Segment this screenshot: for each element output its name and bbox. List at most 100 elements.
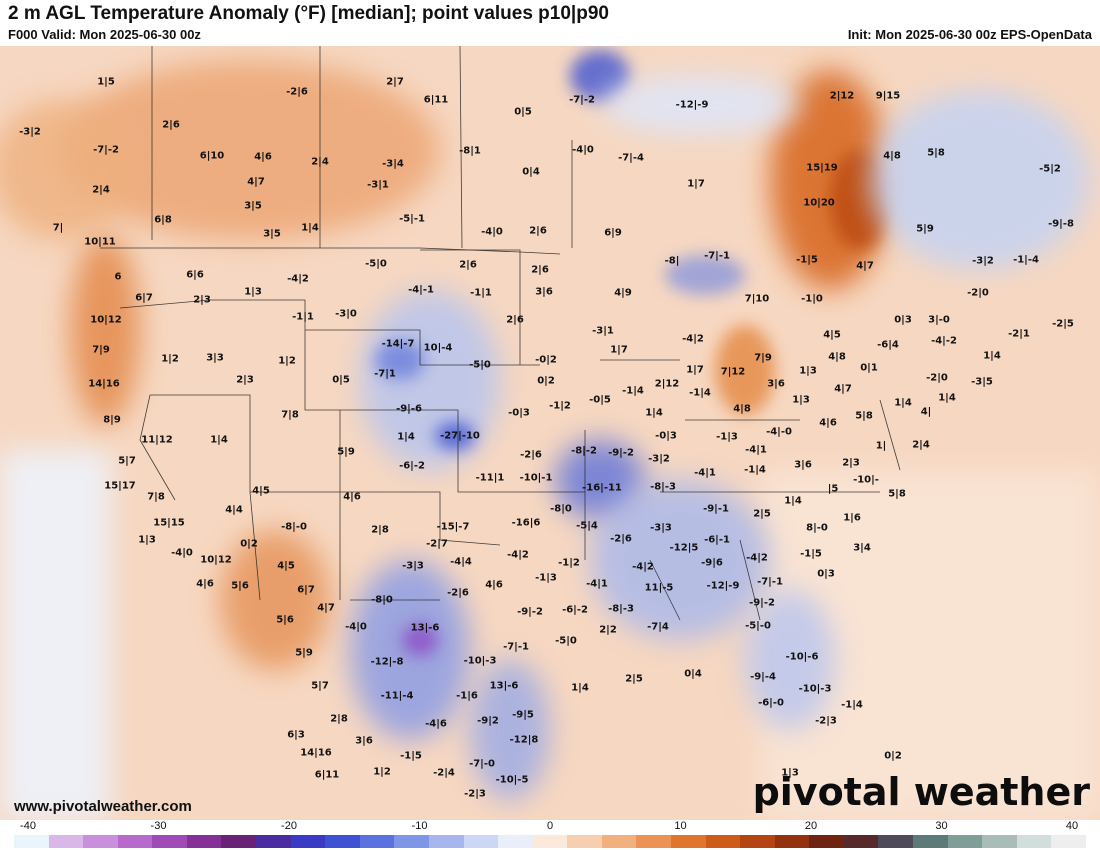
point-value-label: -7|-0 xyxy=(469,758,495,770)
point-value-label: -16|-11 xyxy=(582,482,622,494)
point-value-label: -3|1 xyxy=(592,325,614,337)
point-value-label: -4|2 xyxy=(287,273,309,285)
point-value-label: 2|12 xyxy=(654,378,680,390)
point-value-label: 7|9 xyxy=(92,344,110,356)
point-value-label: -8|-2 xyxy=(571,445,597,457)
colorbar-swatch xyxy=(290,835,326,848)
colorbar-swatch xyxy=(117,835,153,848)
colorbar-swatch xyxy=(1051,835,1086,848)
point-value-label: -5|-0 xyxy=(745,620,771,632)
point-value-label: -12|-8 xyxy=(370,656,404,668)
point-value-label: 10|11 xyxy=(84,236,116,248)
anomaly-map[interactable]: 1|5 2|7 6|11 -2|6 -7|-2 -12|-9 2|12 9|15 -3|2 2|6… xyxy=(0,46,1100,820)
point-value-label: -3|3 xyxy=(650,522,672,534)
website-label[interactable]: www.pivotalweather.com xyxy=(14,798,192,815)
colorbar-swatch xyxy=(601,835,637,848)
point-value-label: 3|6 xyxy=(535,286,553,298)
point-value-label: 2|6 xyxy=(459,259,477,271)
point-value-label: -9|-8 xyxy=(1048,218,1074,230)
colorbar-swatch xyxy=(221,835,257,848)
point-value-label: 1|4 xyxy=(571,682,589,694)
point-value-label: -2|0 xyxy=(926,372,948,384)
point-value-label: 4|7 xyxy=(317,602,335,614)
point-value-label: 0|2 xyxy=(537,375,555,387)
point-value-label: 1|4 xyxy=(983,350,1001,362)
point-value-label: 10|12 xyxy=(90,314,122,326)
point-value-label: -5|0 xyxy=(555,635,577,647)
point-value-label: -2|6 xyxy=(520,449,542,461)
colorbar-tick-label: 20 xyxy=(804,820,818,832)
point-value-label: 5|8 xyxy=(888,488,906,500)
point-value-label: 3|6 xyxy=(767,378,785,390)
colorbar-swatch xyxy=(774,835,810,848)
point-value-label: -9|-6 xyxy=(396,403,422,415)
point-value-label: 10|12 xyxy=(200,554,232,566)
point-value-label: -1|-4 xyxy=(1013,254,1039,266)
colorbar-swatch xyxy=(14,835,49,848)
colorbar-swatch xyxy=(532,835,568,848)
point-value-label: 4|5 xyxy=(823,329,841,341)
point-value-label: -0|3 xyxy=(508,407,530,419)
point-value-label: 1|6 xyxy=(843,512,861,524)
point-value-label: 4| xyxy=(920,406,932,418)
point-value-label: 1|2 xyxy=(373,766,391,778)
point-value-label: -8|-3 xyxy=(608,603,634,615)
point-value-label: -4|1 xyxy=(694,467,716,479)
point-value-label: -4|-1 xyxy=(408,284,434,296)
point-value-label: -2|7 xyxy=(426,538,448,550)
point-value-label: -1|3 xyxy=(716,431,738,443)
point-value-label: 1|4 xyxy=(397,431,415,443)
point-value-label: -0|2 xyxy=(535,354,557,366)
point-value-label: 5|6 xyxy=(231,580,249,592)
point-value-label: 2|4 xyxy=(311,156,329,168)
point-value-label: -6|4 xyxy=(877,339,899,351)
point-value-label: 10|-4 xyxy=(423,342,453,354)
point-value-label: 10|20 xyxy=(803,197,835,209)
point-value-label: -4|0 xyxy=(481,226,503,238)
map-background xyxy=(0,46,1100,820)
point-value-label: -2|6 xyxy=(610,533,632,545)
point-value-label: 6|9 xyxy=(604,227,622,239)
point-value-label: -8|1 xyxy=(459,145,481,157)
colorbar-tick-label: -30 xyxy=(150,820,167,832)
point-value-label: 6 xyxy=(114,271,122,283)
point-value-label: -1|4 xyxy=(841,699,863,711)
colorbar-swatch xyxy=(463,835,499,848)
point-value-label: -9|2 xyxy=(477,715,499,727)
point-value-label: 11|12 xyxy=(141,434,173,446)
point-value-label: 2|6 xyxy=(529,225,547,237)
point-value-label: 13|-6 xyxy=(410,622,440,634)
point-value-label: 2|2 xyxy=(599,624,617,636)
point-value-label: -5|0 xyxy=(469,359,491,371)
point-value-label: 3|6 xyxy=(355,735,373,747)
point-value-label: -10|-6 xyxy=(785,651,819,663)
colorbar-swatch xyxy=(83,835,118,848)
point-value-label: 4|7 xyxy=(834,383,852,395)
point-value-label: -1|1 xyxy=(470,287,492,299)
point-value-label: 5|8 xyxy=(927,147,945,159)
point-value-label: 4|6 xyxy=(196,578,214,590)
point-value-label: -3|2 xyxy=(648,453,670,465)
point-value-label: -3|3 xyxy=(402,560,424,572)
point-value-label: -1|5 xyxy=(796,254,818,266)
point-value-label: -4|2 xyxy=(682,333,704,345)
point-value-label: -9|-1 xyxy=(703,503,729,515)
point-value-label: -0|3 xyxy=(655,430,677,442)
point-value-label: -4|0 xyxy=(345,621,367,633)
point-value-label: -5|4 xyxy=(576,520,598,532)
point-value-label: 1|3 xyxy=(138,534,156,546)
point-value-label: 2|8 xyxy=(371,524,389,536)
point-value-label: 4|6 xyxy=(819,417,837,429)
point-value-label: -7|-4 xyxy=(618,152,644,164)
point-value-label: 1|5 xyxy=(97,76,115,88)
colorbar: -40 -30 -20 -10 0 10 20 30 40 xyxy=(0,820,1100,850)
point-value-label: 4|6 xyxy=(343,491,361,503)
point-value-label: -5|2 xyxy=(1039,163,1061,175)
point-value-label: 3|5 xyxy=(263,228,281,240)
colorbar-swatch xyxy=(186,835,222,848)
colorbar-swatch xyxy=(325,835,360,848)
point-value-label: 3|4 xyxy=(853,542,871,554)
point-value-label: 4|5 xyxy=(277,560,295,572)
point-value-label: 4|8 xyxy=(883,150,901,162)
point-value-label: -9|-2 xyxy=(749,597,775,609)
